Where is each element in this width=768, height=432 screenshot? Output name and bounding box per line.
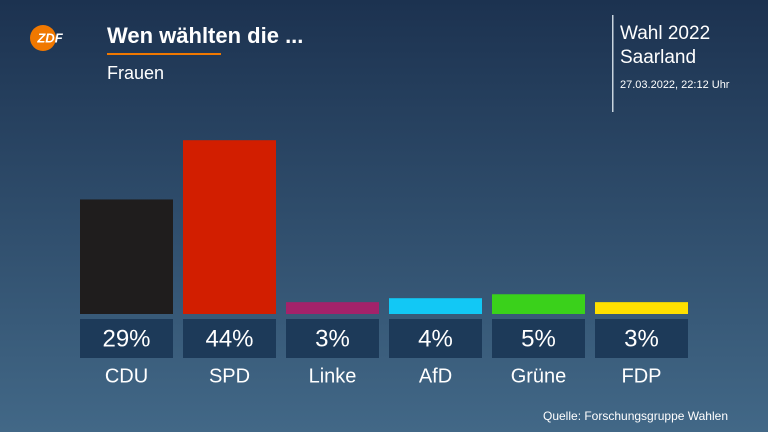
category-label: Grüne [511, 365, 567, 387]
value-label: 5% [521, 325, 556, 352]
value-label: 3% [624, 325, 659, 352]
value-label-box [286, 319, 379, 358]
bar [389, 298, 482, 314]
value-label-box [389, 319, 482, 358]
value-label: 44% [205, 325, 253, 352]
category-label: SPD [209, 365, 250, 387]
category-label: CDU [105, 365, 148, 387]
category-label: Linke [309, 365, 357, 387]
election: Wahl 2022 [620, 23, 710, 44]
value-label: 29% [102, 325, 150, 352]
bar [286, 302, 379, 314]
title-underline [107, 53, 221, 55]
value-label-box [80, 319, 173, 358]
logo-circle [30, 25, 56, 51]
chart-title: Wen wählten die ... [107, 23, 303, 48]
category-label: FDP [622, 365, 662, 387]
value-label-box [183, 319, 276, 358]
value-label: 3% [315, 325, 350, 352]
bar [183, 140, 276, 314]
subtitle: Frauen [107, 63, 164, 83]
value-label-box [595, 319, 688, 358]
category-label: AfD [419, 365, 452, 387]
bar [80, 199, 173, 314]
bar [595, 302, 688, 314]
logo: ZDF [36, 30, 63, 45]
timestamp: 27.03.2022, 22:12 Uhr [620, 79, 730, 91]
value-label: 4% [418, 325, 453, 352]
source: Quelle: Forschungsgruppe Wahlen [543, 409, 728, 423]
bar [492, 294, 585, 314]
value-label-box [492, 319, 585, 358]
divider [612, 15, 614, 112]
region: Saarland [620, 47, 696, 68]
